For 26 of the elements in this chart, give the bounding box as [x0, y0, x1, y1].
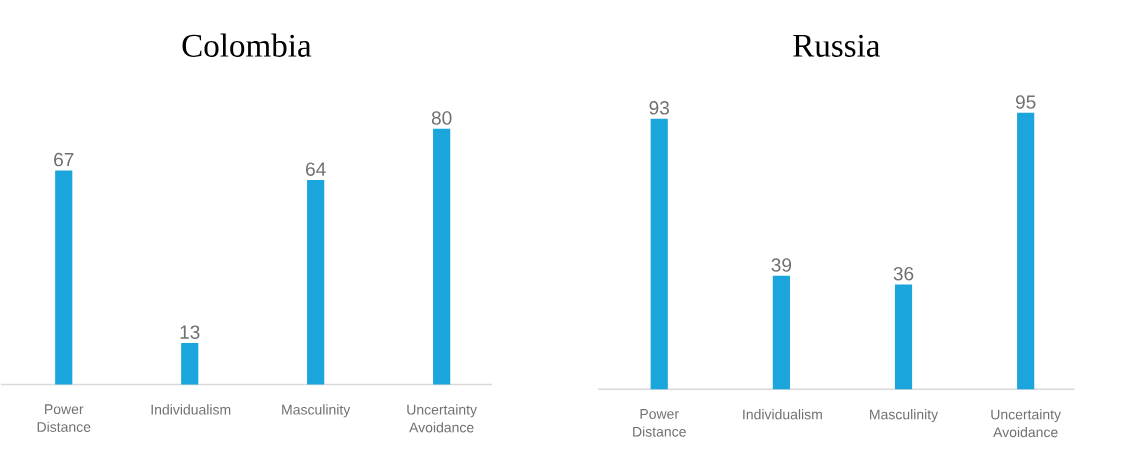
x-tick-label: Power Distance — [37, 404, 91, 432]
data-label: 80 — [431, 111, 452, 125]
chart-title: Colombia — [182, 33, 312, 57]
bar — [307, 179, 325, 385]
data-label: 64 — [306, 162, 326, 176]
bar — [433, 128, 451, 385]
x-tick-label: Uncertainty Avoidance — [407, 404, 477, 433]
data-label: 93 — [649, 100, 669, 115]
bar — [55, 170, 73, 385]
x-tick-label: Masculinity — [870, 409, 939, 423]
x-tick-label: Masculinity — [282, 404, 351, 418]
data-label: 67 — [54, 152, 74, 167]
bar — [650, 118, 668, 390]
x-tick-label: Individualism — [743, 409, 822, 420]
bar — [1017, 112, 1035, 390]
chart-title: Russia — [793, 34, 880, 57]
data-label: 36 — [893, 266, 914, 281]
bar — [181, 342, 199, 385]
data-label: 13 — [180, 325, 200, 339]
bar — [772, 275, 790, 390]
data-label: 95 — [1015, 95, 1036, 109]
x-tick-label: Uncertainty Avoidance — [991, 409, 1062, 438]
x-tick-label: Power Distance — [633, 409, 686, 437]
bar — [894, 284, 913, 390]
x-tick-label: Individualism — [151, 404, 231, 415]
data-label: 39 — [771, 258, 792, 272]
